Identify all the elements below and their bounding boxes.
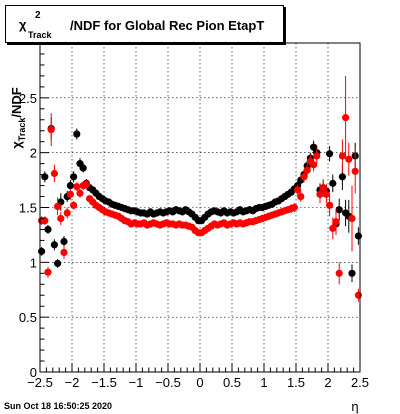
y-axis: 0 0.5 1 1.5 2 2.5 bbox=[19, 42, 49, 380]
data-point bbox=[54, 202, 62, 211]
data-point bbox=[44, 225, 52, 234]
datestamp: Sun Oct 18 16:50:25 2020 bbox=[4, 401, 113, 411]
data-point bbox=[329, 179, 337, 187]
data-point bbox=[351, 167, 359, 175]
data-point bbox=[329, 224, 337, 232]
y-axis-label: χTrack/NDF bbox=[9, 87, 27, 148]
y-tick-label: 2.5 bbox=[19, 91, 37, 106]
data-point bbox=[338, 173, 346, 181]
x-tick-label: 2.5 bbox=[351, 375, 369, 390]
data-point bbox=[348, 269, 356, 277]
title-subscript: Track bbox=[28, 30, 52, 40]
data-point bbox=[66, 181, 74, 190]
data-point bbox=[54, 259, 62, 268]
data-point bbox=[76, 189, 84, 197]
data-point bbox=[47, 126, 55, 134]
title-symbol: χ bbox=[19, 17, 27, 32]
data-point bbox=[44, 268, 52, 276]
x-tick-label: 0 bbox=[196, 375, 203, 390]
title-text: /NDF for Global Rec Pion EtapT bbox=[70, 18, 265, 33]
data-point bbox=[335, 269, 343, 277]
data-point bbox=[66, 190, 74, 198]
data-point bbox=[322, 190, 330, 198]
data-point bbox=[332, 218, 340, 226]
data-point bbox=[326, 150, 334, 158]
y-axis-label-symbol: χ bbox=[9, 141, 24, 149]
data-point bbox=[342, 113, 350, 122]
y-axis-label-sub: Track bbox=[17, 117, 27, 142]
data-point bbox=[50, 169, 59, 178]
x-axis-label: η bbox=[351, 399, 358, 414]
data-point bbox=[303, 166, 311, 174]
data-point bbox=[310, 143, 318, 151]
data-point bbox=[316, 190, 324, 198]
x-tick-label: −1.5 bbox=[91, 375, 117, 390]
data-point bbox=[63, 209, 71, 217]
data-point bbox=[310, 161, 318, 169]
y-tick-label: 1.5 bbox=[19, 201, 37, 216]
data-point bbox=[294, 186, 302, 194]
data-point bbox=[319, 184, 327, 192]
x-tick-label: 0.5 bbox=[223, 375, 241, 390]
data-point bbox=[297, 192, 305, 201]
data-point bbox=[335, 206, 343, 214]
data-point bbox=[73, 130, 81, 138]
title-superscript: 2 bbox=[35, 10, 41, 21]
svg-text:χTrack/NDF: χTrack/NDF bbox=[9, 87, 27, 148]
title-box: χ 2 Track /NDF for Global Rec Pion EtapT bbox=[5, 5, 284, 43]
x-tick-label: 1 bbox=[260, 375, 267, 390]
data-point bbox=[82, 180, 90, 189]
x-tick-label: 1.5 bbox=[287, 375, 305, 390]
data-point bbox=[345, 155, 353, 163]
x-tick-label: −2.5 bbox=[27, 375, 53, 390]
y-tick-label: 1 bbox=[30, 255, 37, 270]
y-tick-label: 0.5 bbox=[19, 310, 37, 325]
data-point bbox=[290, 203, 298, 212]
data-point bbox=[326, 201, 334, 209]
data-point bbox=[354, 291, 362, 299]
data-point bbox=[73, 183, 81, 191]
data-point bbox=[300, 173, 308, 181]
y-tick-label: 2 bbox=[30, 146, 37, 161]
x-tick-label: −1 bbox=[129, 375, 144, 390]
data-point bbox=[57, 214, 65, 223]
x-tick-label: −2 bbox=[65, 375, 80, 390]
data-point bbox=[348, 214, 356, 223]
data-point bbox=[60, 237, 68, 246]
x-tick-label: 2 bbox=[324, 375, 331, 390]
data-point bbox=[70, 201, 78, 209]
x-tick-label: −0.5 bbox=[155, 375, 181, 390]
y-axis-label-tail: /NDF bbox=[9, 87, 24, 117]
data-point bbox=[50, 241, 59, 249]
y-tick-label: 0 bbox=[30, 365, 37, 380]
data-point bbox=[338, 152, 346, 160]
data-point bbox=[313, 152, 321, 160]
data-point bbox=[60, 248, 68, 257]
data-point bbox=[79, 164, 87, 172]
data-point bbox=[354, 232, 362, 240]
data-series bbox=[38, 75, 362, 302]
data-point bbox=[70, 173, 78, 181]
gridlines bbox=[39, 43, 361, 373]
x-axis: −2.5 −2 −1.5 −1 −0.5 0 0.5 1 1.5 2 2.5 bbox=[27, 363, 369, 390]
